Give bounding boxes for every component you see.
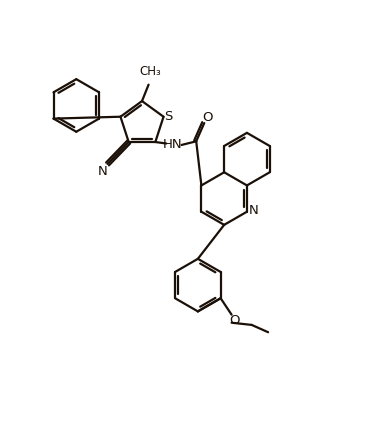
Text: O: O [229, 313, 240, 327]
Text: N: N [248, 205, 258, 218]
Text: HN: HN [163, 138, 183, 151]
Text: N: N [98, 165, 107, 178]
Text: O: O [203, 111, 213, 124]
Text: CH₃: CH₃ [139, 64, 161, 78]
Text: S: S [164, 110, 173, 123]
